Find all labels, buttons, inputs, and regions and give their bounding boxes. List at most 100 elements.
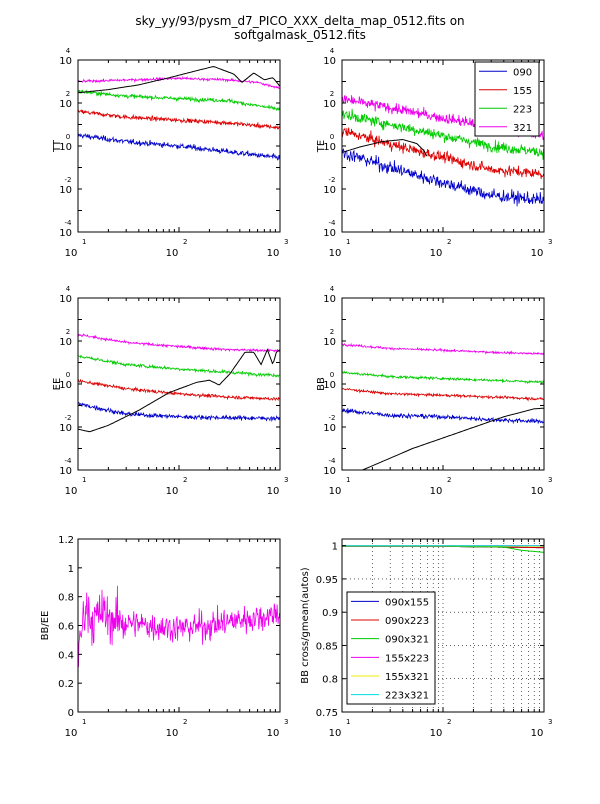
y-tick-exponent: 0 bbox=[330, 133, 334, 141]
y-tick-label: 0.8 bbox=[322, 675, 338, 686]
x-tick-label: 10 bbox=[166, 486, 179, 497]
x-tick-label: 10 bbox=[166, 248, 179, 259]
series-223 bbox=[342, 108, 544, 160]
y-tick-label: 10 bbox=[323, 185, 336, 196]
y-tick-exponent: 0 bbox=[330, 371, 334, 379]
x-ticks bbox=[77, 539, 281, 712]
y-tick-label: 0.6 bbox=[58, 622, 74, 633]
x-tick-label: 10 bbox=[531, 728, 544, 739]
y-ticks bbox=[342, 59, 544, 233]
y-tick-exponent: -4 bbox=[65, 219, 73, 227]
legend-label-155: 155 bbox=[513, 86, 532, 97]
y-ticks bbox=[78, 297, 280, 471]
y-axis-label: TE bbox=[316, 140, 327, 153]
y-tick-exponent: 4 bbox=[330, 285, 335, 293]
x-tick-exponent: 2 bbox=[447, 718, 451, 726]
x-tick-label: 10 bbox=[430, 486, 443, 497]
y-tick-label: 10 bbox=[59, 466, 72, 477]
x-tick-label: 10 bbox=[329, 728, 342, 739]
series-model bbox=[78, 66, 280, 94]
y-axis-label: EE bbox=[52, 378, 63, 391]
chart-bb_ee: 10 1 10 2 10 3 0 0.2 0.4 0.6 0.8 1 1.2 BB/EE bbox=[40, 535, 288, 739]
plot-area bbox=[78, 298, 280, 470]
legend: 090x155 090x223 090x321 155x223 155x321 223x3… bbox=[346, 591, 436, 705]
series-group bbox=[78, 333, 280, 433]
x-tick-label: 10 bbox=[267, 486, 280, 497]
y-tick-exponent: -2 bbox=[65, 414, 72, 422]
y-tick-label: 0.85 bbox=[316, 641, 338, 652]
series-090 bbox=[78, 133, 280, 161]
y-axis-label: BB bbox=[316, 377, 327, 391]
x-tick-label: 10 bbox=[329, 248, 342, 259]
x-ticks bbox=[341, 539, 545, 712]
y-tick-label: 0 bbox=[68, 708, 74, 719]
y-tick-exponent: 2 bbox=[66, 328, 70, 336]
y-tick-label: 0.75 bbox=[316, 708, 338, 719]
x-tick-exponent: 3 bbox=[284, 718, 288, 726]
x-ticks bbox=[341, 298, 545, 470]
y-tick-exponent: 4 bbox=[330, 47, 335, 55]
series-223 bbox=[342, 370, 544, 385]
legend-box bbox=[346, 591, 436, 705]
y-tick-label: 0.2 bbox=[58, 679, 74, 690]
y-tick-exponent: -4 bbox=[329, 219, 337, 227]
legend-label-090x321: 090x321 bbox=[385, 635, 429, 646]
y-tick-label: 10 bbox=[59, 337, 72, 348]
x-tick-label: 10 bbox=[329, 486, 342, 497]
x-tick-exponent: 1 bbox=[82, 718, 86, 726]
x-tick-label: 10 bbox=[166, 728, 179, 739]
chart-bb_cross: 10 1 10 2 10 3 0.75 0.8 0.85 0.9 0.95 1 BB cross/gme… bbox=[300, 538, 552, 739]
legend-label-223x321: 223x321 bbox=[385, 691, 429, 702]
legend-label-155x223: 155x223 bbox=[385, 653, 429, 664]
x-tick-exponent: 2 bbox=[183, 718, 187, 726]
y-tick-exponent: 0 bbox=[66, 133, 70, 141]
x-tick-exponent: 1 bbox=[346, 238, 350, 246]
series-model bbox=[342, 138, 428, 157]
y-tick-label: 1 bbox=[68, 564, 74, 575]
x-tick-label: 10 bbox=[531, 248, 544, 259]
series-group bbox=[78, 66, 280, 161]
y-tick-label: 10 bbox=[59, 294, 72, 305]
series-BB/EE bbox=[78, 585, 280, 669]
x-tick-label: 10 bbox=[430, 728, 443, 739]
x-tick-exponent: 3 bbox=[284, 476, 288, 484]
x-tick-exponent: 2 bbox=[183, 238, 187, 246]
x-tick-label: 10 bbox=[430, 248, 443, 259]
y-tick-label: 10 bbox=[59, 380, 72, 391]
y-ticks bbox=[78, 538, 280, 713]
series-090 bbox=[78, 402, 280, 422]
legend-label-090: 090 bbox=[513, 67, 532, 78]
x-tick-exponent: 1 bbox=[346, 476, 350, 484]
x-tick-exponent: 2 bbox=[183, 476, 187, 484]
y-tick-exponent: -4 bbox=[329, 457, 337, 465]
y-tick-exponent: -2 bbox=[329, 176, 336, 184]
series-223 bbox=[78, 354, 280, 378]
x-tick-label: 10 bbox=[267, 248, 280, 259]
y-tick-label: 10 bbox=[323, 294, 336, 305]
y-tick-label: 0.8 bbox=[58, 593, 74, 604]
series-090 bbox=[342, 407, 544, 425]
series-223 bbox=[78, 89, 280, 112]
y-tick-exponent: 2 bbox=[66, 90, 70, 98]
y-tick-label: 0.9 bbox=[322, 608, 338, 619]
y-tick-exponent: 4 bbox=[66, 285, 71, 293]
series-090 bbox=[342, 147, 544, 207]
y-tick-label: 10 bbox=[323, 423, 336, 434]
y-tick-label: 10 bbox=[323, 466, 336, 477]
legend-label-155x321: 155x321 bbox=[385, 672, 429, 683]
series-155 bbox=[78, 109, 280, 130]
legend-label-223: 223 bbox=[513, 104, 532, 115]
y-tick-exponent: 0 bbox=[66, 371, 70, 379]
legend-label-090x155: 090x155 bbox=[385, 597, 429, 608]
series-model bbox=[362, 407, 544, 470]
series-group bbox=[342, 545, 544, 553]
y-tick-label: 10 bbox=[323, 380, 336, 391]
series-090x321 bbox=[342, 545, 544, 553]
figure-title-line2: softgalmask_0512.fits bbox=[234, 28, 366, 42]
y-tick-exponent: 2 bbox=[330, 328, 334, 336]
plot-area bbox=[342, 298, 544, 470]
y-tick-label: 1 bbox=[332, 542, 338, 553]
x-tick-label: 10 bbox=[65, 248, 78, 259]
